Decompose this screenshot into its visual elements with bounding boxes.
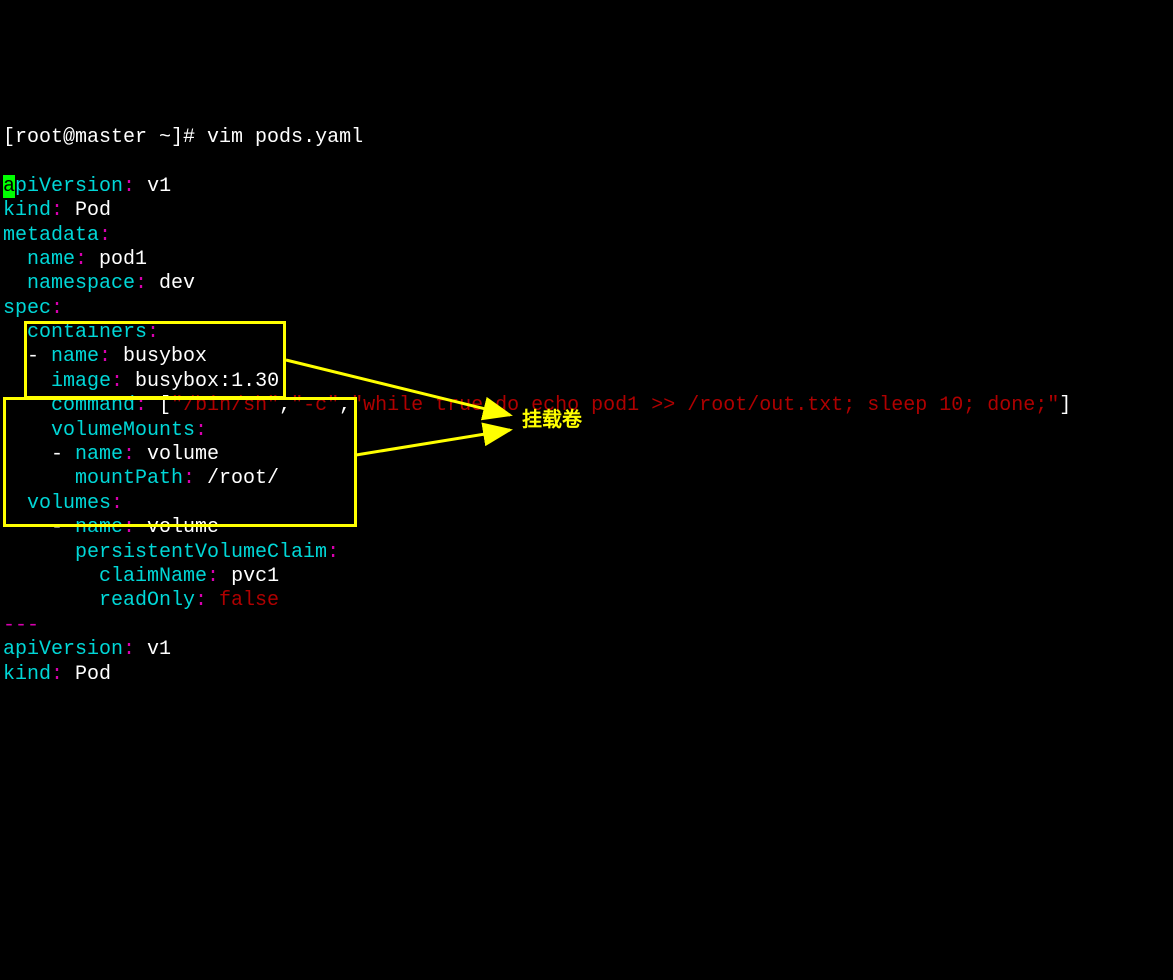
colon: : xyxy=(123,443,135,466)
yaml-key: volumes xyxy=(3,492,111,515)
colon: : xyxy=(51,663,63,686)
yaml-key: piVersion xyxy=(15,175,123,198)
comma: , xyxy=(279,394,291,417)
yaml-key: name xyxy=(51,345,99,368)
colon: : xyxy=(147,321,159,344)
yaml-key: kind xyxy=(3,663,51,686)
yaml-value: v1 xyxy=(135,638,171,661)
yaml-value: pod1 xyxy=(87,248,147,271)
colon: : xyxy=(195,589,207,612)
yaml-key: command xyxy=(3,394,135,417)
colon: : xyxy=(123,175,135,198)
colon: : xyxy=(99,224,111,247)
yaml-value: volume xyxy=(135,516,219,539)
yaml-value: pvc1 xyxy=(219,565,279,588)
yaml-value: busybox:1.30 xyxy=(123,370,279,393)
yaml-string: "while true;do echo pod1 >> /root/out.tx… xyxy=(351,394,1059,417)
terminal-output: [root@master ~]# vim pods.yaml apiVersio… xyxy=(0,98,1173,687)
yaml-value: busybox xyxy=(111,345,207,368)
colon: : xyxy=(51,199,63,222)
yaml-value: Pod xyxy=(63,199,111,222)
bracket: [ xyxy=(147,394,171,417)
comma: , xyxy=(339,394,351,417)
colon: : xyxy=(135,394,147,417)
colon: : xyxy=(195,419,207,442)
yaml-key: containers xyxy=(3,321,147,344)
colon: : xyxy=(123,516,135,539)
shell-prompt: [root@master ~]# xyxy=(3,126,207,149)
yaml-dash: - xyxy=(3,345,51,368)
yaml-key: volumeMounts xyxy=(3,419,195,442)
yaml-value: dev xyxy=(147,272,195,295)
yaml-value: v1 xyxy=(135,175,171,198)
colon: : xyxy=(183,467,195,490)
colon: : xyxy=(135,272,147,295)
yaml-dash: - xyxy=(3,516,75,539)
yaml-key: kind xyxy=(3,199,51,222)
yaml-bool: false xyxy=(207,589,279,612)
vim-cursor: a xyxy=(3,175,15,198)
yaml-key: mountPath xyxy=(3,467,183,490)
colon: : xyxy=(207,565,219,588)
yaml-value: Pod xyxy=(63,663,111,686)
yaml-string: "/bin/sh" xyxy=(171,394,279,417)
yaml-key: metadata xyxy=(3,224,99,247)
yaml-key: name xyxy=(75,516,123,539)
yaml-key: persistentVolumeClaim xyxy=(3,541,327,564)
yaml-key: image xyxy=(3,370,111,393)
yaml-value: /root/ xyxy=(195,467,279,490)
colon: : xyxy=(327,541,339,564)
yaml-string: "-c" xyxy=(291,394,339,417)
colon: : xyxy=(99,345,111,368)
bracket: ] xyxy=(1059,394,1071,417)
colon: : xyxy=(75,248,87,271)
colon: : xyxy=(111,492,123,515)
yaml-key: name xyxy=(3,248,75,271)
yaml-key: claimName xyxy=(3,565,207,588)
yaml-dash: - xyxy=(3,443,75,466)
colon: : xyxy=(123,638,135,661)
yaml-key: name xyxy=(75,443,123,466)
shell-command: vim pods.yaml xyxy=(207,126,363,149)
yaml-separator: --- xyxy=(3,614,39,637)
colon: : xyxy=(51,297,63,320)
colon: : xyxy=(111,370,123,393)
yaml-key: apiVersion xyxy=(3,638,123,661)
annotation-label: 挂载卷 xyxy=(522,408,582,432)
yaml-key: spec xyxy=(3,297,51,320)
yaml-key: readOnly xyxy=(3,589,195,612)
yaml-value: volume xyxy=(135,443,219,466)
yaml-key: namespace xyxy=(3,272,135,295)
